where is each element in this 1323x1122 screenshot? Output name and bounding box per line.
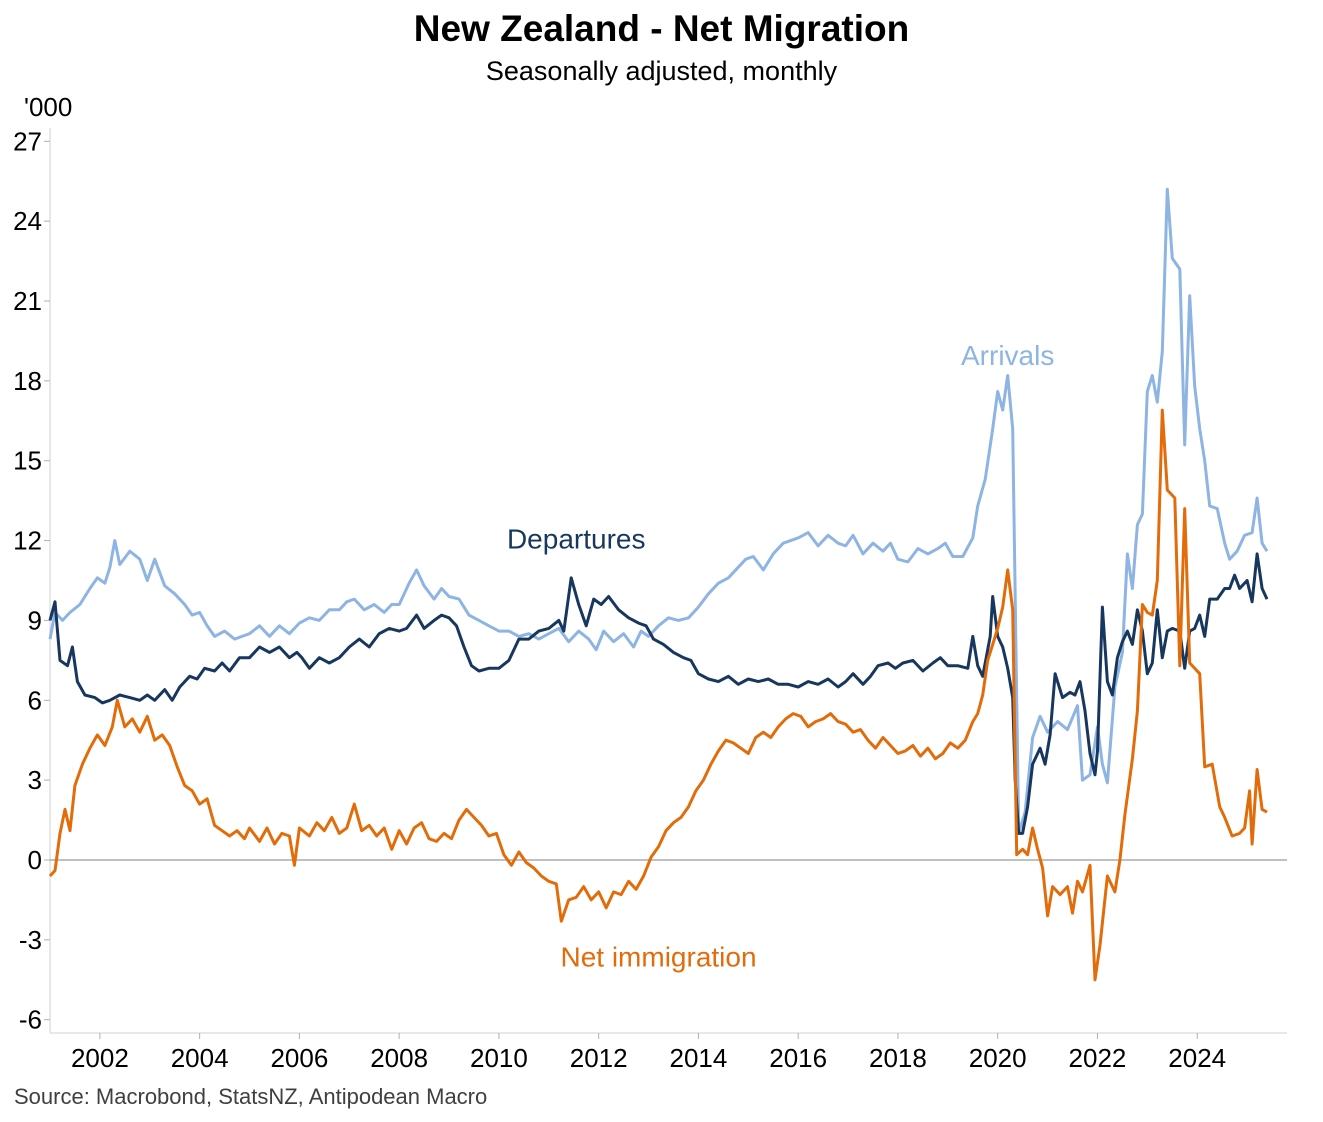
x-tick-label: 2010 [470, 1043, 528, 1073]
y-tick-label: -6 [19, 1005, 42, 1035]
x-tick-label: 2020 [969, 1043, 1027, 1073]
y-tick-label: 0 [28, 845, 42, 875]
y-tick-label: 24 [13, 206, 42, 236]
x-tick-label: 2016 [769, 1043, 827, 1073]
chart-title: New Zealand - Net Migration [413, 8, 910, 49]
x-tick-label: 2012 [570, 1043, 628, 1073]
series-labels: Arrivals Departures Net immigration [507, 340, 1054, 973]
y-tick-label: 3 [28, 765, 42, 795]
y-tick-label: 21 [13, 286, 42, 316]
x-tick-label: 2018 [869, 1043, 927, 1073]
series-line-net-immigration [48, 408, 1268, 982]
x-tick-label: 2002 [71, 1043, 129, 1073]
y-tick-label: 6 [28, 685, 42, 715]
series-layer [48, 187, 1269, 982]
x-tick-label: 2022 [1069, 1043, 1127, 1073]
series-label-arrivals: Arrivals [961, 340, 1054, 371]
y-tick-label: 12 [13, 526, 42, 556]
y-tick-label: 18 [13, 366, 42, 396]
y-axis-unit-label: '000 [24, 92, 72, 122]
y-tick-label: 27 [13, 126, 42, 156]
source-note: Source: Macrobond, StatsNZ, Antipodean M… [14, 1084, 488, 1109]
y-tick-label: 15 [13, 446, 42, 476]
chart-subtitle: Seasonally adjusted, monthly [485, 56, 838, 86]
series-line-departures [48, 552, 1269, 835]
x-tick-label: 2014 [670, 1043, 728, 1073]
series-label-departures: Departures [507, 524, 646, 555]
x-tick-label: 2008 [370, 1043, 428, 1073]
axes: -6 -3 0 3 6 9 12 15 18 21 24 27 2002 2004 2006 2008 2010… [13, 126, 1287, 1073]
x-tick-label: 2024 [1168, 1043, 1226, 1073]
y-tick-label: 9 [28, 605, 42, 635]
series-label-net-immigration: Net immigration [560, 941, 756, 972]
series-line-arrivals [48, 187, 1269, 835]
x-tick-label: 2004 [171, 1043, 229, 1073]
y-tick-label: -3 [19, 925, 42, 955]
x-tick-label: 2006 [270, 1043, 328, 1073]
